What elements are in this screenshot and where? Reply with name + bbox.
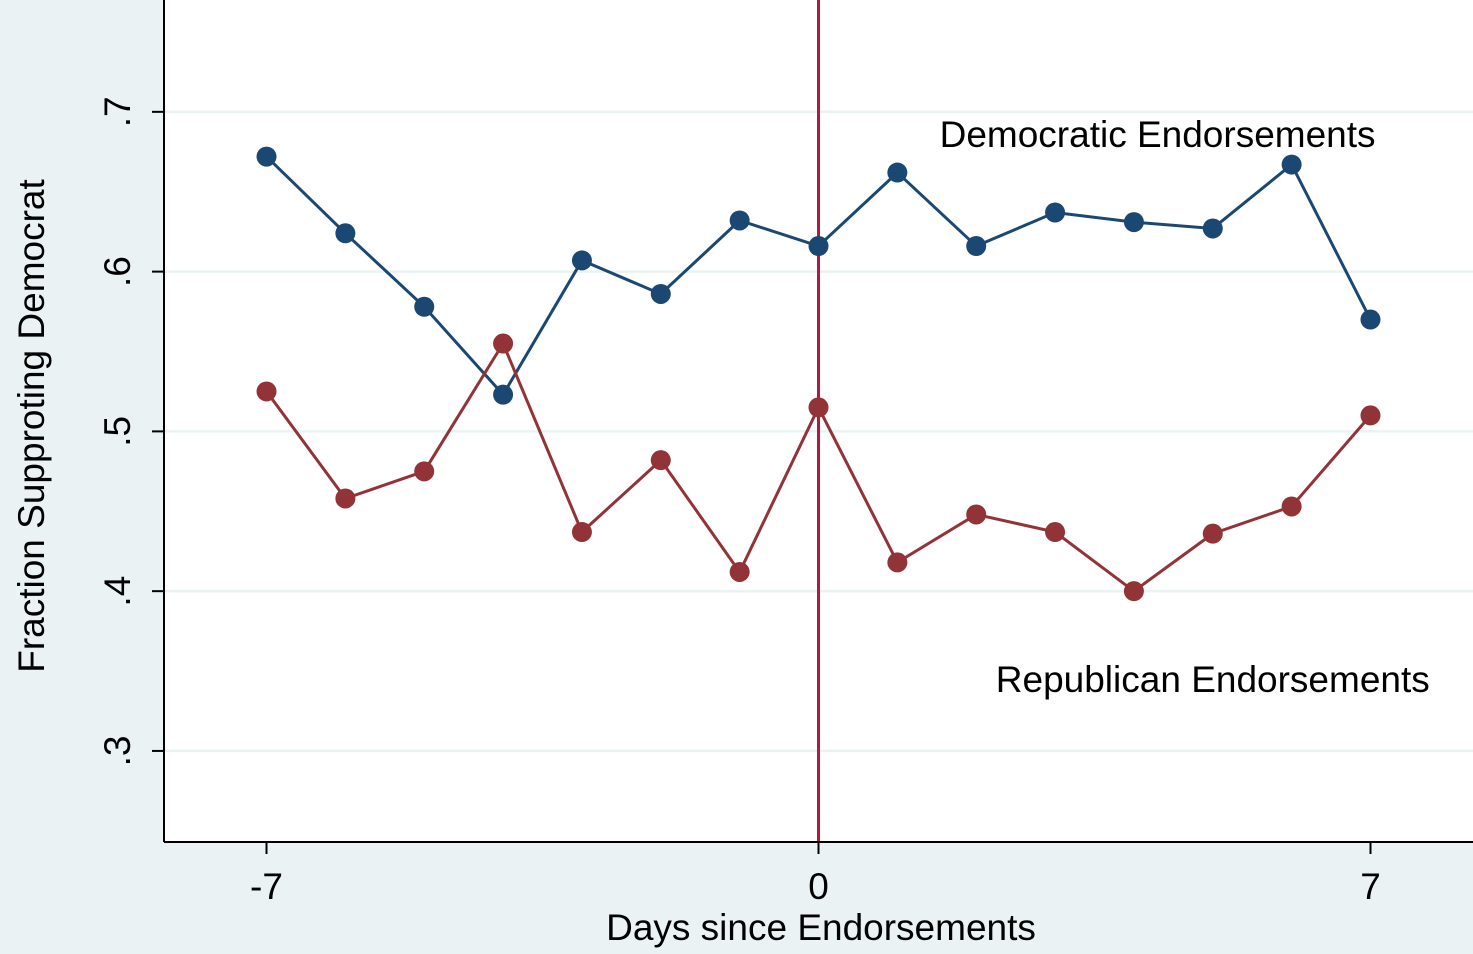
data-point — [414, 461, 435, 482]
x-axis-ticks: -7 0 7 — [250, 842, 1381, 907]
series-0 — [256, 146, 1381, 405]
data-point — [729, 210, 750, 231]
data-point — [1281, 154, 1302, 175]
data-point — [808, 397, 829, 418]
data-point — [887, 162, 908, 183]
data-point — [256, 146, 277, 167]
y-tick-label: .3 — [97, 736, 138, 767]
series-1 — [256, 333, 1381, 602]
data-point — [966, 236, 987, 257]
data-point — [1202, 523, 1223, 544]
data-point — [1281, 496, 1302, 517]
data-point — [414, 296, 435, 317]
data-point — [1360, 405, 1381, 426]
y-tick-label: .5 — [97, 416, 138, 447]
data-point — [1123, 212, 1144, 233]
data-point — [571, 250, 592, 271]
y-tick-label: .6 — [97, 256, 138, 287]
x-tick-label: -7 — [250, 866, 283, 907]
data-point — [493, 384, 514, 405]
x-tick-label: 7 — [1360, 866, 1381, 907]
data-point — [1045, 202, 1066, 223]
data-point — [966, 504, 987, 525]
data-point — [729, 561, 750, 582]
data-point — [887, 552, 908, 573]
data-point — [808, 236, 829, 257]
annotations: Democratic Endorsements Republican Endors… — [940, 114, 1430, 700]
y-axis-ticks: .3 .4 .5 .6 .7 — [97, 96, 164, 766]
data-point — [1045, 522, 1066, 543]
data-point — [256, 381, 277, 402]
data-point — [1123, 581, 1144, 602]
x-tick-label: 0 — [808, 866, 829, 907]
y-axis-title: Fraction Supproting Democrat — [11, 179, 52, 673]
data-point — [571, 522, 592, 543]
y-tick-label: .4 — [97, 576, 138, 607]
data-point — [650, 283, 671, 304]
x-axis-title: Days since Endorsements — [606, 907, 1036, 948]
data-point — [335, 488, 356, 509]
annotation-label: Democratic Endorsements — [940, 114, 1376, 155]
series-group — [256, 146, 1381, 602]
data-point — [335, 223, 356, 244]
data-point — [1202, 218, 1223, 239]
data-point — [493, 333, 514, 354]
y-tick-label: .7 — [97, 96, 138, 127]
data-point — [1360, 309, 1381, 330]
annotation-label: Republican Endorsements — [996, 659, 1430, 700]
data-point — [650, 450, 671, 471]
